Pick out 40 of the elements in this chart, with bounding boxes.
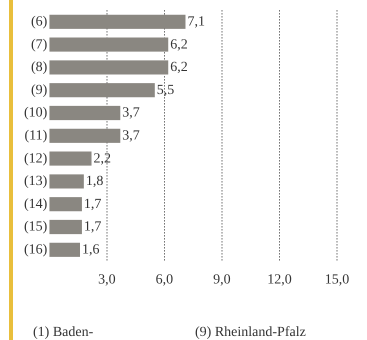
data-label: 1,7 (84, 196, 102, 212)
data-label: 1,8 (86, 174, 104, 190)
data-label: 2,2 (94, 151, 112, 166)
data-label: 3,7 (122, 106, 140, 121)
bar (49, 38, 168, 52)
y-tick-label: (8) (30, 60, 48, 76)
bar (49, 220, 82, 234)
text: (9) Rheinland-Pfalz (195, 325, 306, 340)
bar (49, 14, 186, 29)
x-tick-label: 6,0 (156, 272, 174, 288)
data-label: 6,2 (170, 60, 188, 76)
bar (49, 83, 155, 98)
y-tick-label: (16) (24, 242, 48, 258)
data-label: 1,6 (82, 242, 100, 258)
y-tick-label: (13) (24, 174, 48, 190)
y-tick-label: (14) (24, 196, 48, 212)
y-tick-label: (7) (30, 37, 48, 52)
bar (49, 128, 120, 143)
y-tick-label: (15) (24, 220, 48, 235)
x-tick-label: 3,0 (98, 272, 116, 288)
bar (49, 60, 168, 74)
bar (49, 197, 82, 212)
x-tick-label: 12,0 (267, 272, 292, 288)
y-tick-label: (11) (24, 128, 48, 144)
x-tick-label: 15,0 (324, 272, 350, 288)
y-tick-label: (9) (30, 82, 48, 98)
data-label: 3,7 (122, 128, 140, 144)
bar (49, 174, 84, 188)
x-tick-label: 9,0 (213, 272, 231, 288)
y-tick-label: (12) (24, 151, 48, 166)
bar (49, 106, 120, 120)
y-tick-label: (6) (30, 14, 48, 30)
text: (1) Baden- (33, 325, 94, 340)
data-label: 7,1 (187, 14, 205, 30)
data-label: 6,2 (170, 37, 188, 52)
bar (49, 242, 80, 257)
data-label: 1,7 (84, 220, 102, 235)
bar (49, 152, 92, 166)
data-label: 5,5 (156, 82, 174, 98)
y-tick-label: (10) (24, 106, 48, 121)
